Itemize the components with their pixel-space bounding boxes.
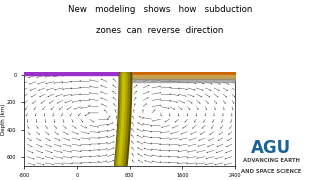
Y-axis label: Depth (km): Depth (km) xyxy=(1,103,5,135)
Text: New   modeling   shows   how   subduction: New modeling shows how subduction xyxy=(68,4,252,14)
Bar xyxy=(0,0,320,67)
Text: zones  can  reverse  direction: zones can reverse direction xyxy=(96,26,224,35)
Text: AGU: AGU xyxy=(251,139,291,157)
Text: Time:  10.1 Myr: Time: 10.1 Myr xyxy=(79,150,139,159)
Text: ADVANCING EARTH: ADVANCING EARTH xyxy=(243,158,300,163)
Text: AND SPACE SCIENCE: AND SPACE SCIENCE xyxy=(241,169,301,174)
